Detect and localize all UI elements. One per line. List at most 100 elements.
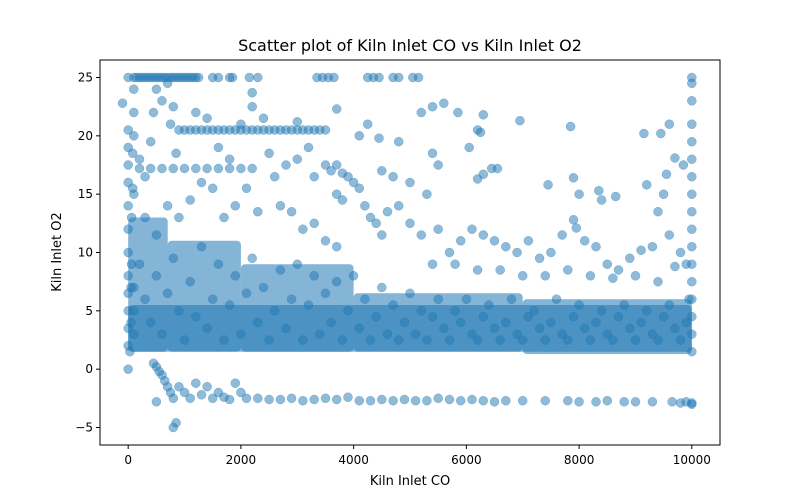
scatter-point	[422, 335, 432, 345]
scatter-point	[602, 329, 613, 339]
scatter-point	[191, 107, 201, 118]
scatter-point	[168, 393, 179, 404]
scatter-point	[123, 247, 133, 258]
scatter-point	[489, 236, 500, 246]
scatter-point	[478, 311, 489, 322]
scatter-point	[574, 189, 584, 199]
scatter-point	[664, 119, 675, 129]
scatter-point	[563, 335, 573, 345]
scatter-point	[134, 163, 145, 174]
scatter-point	[193, 72, 204, 83]
scatter-point	[275, 201, 286, 211]
scatter-point	[374, 133, 384, 143]
scatter-point	[224, 163, 235, 174]
scatter-point	[360, 294, 370, 304]
scatter-point	[433, 224, 443, 234]
scatter-point	[129, 282, 139, 293]
scatter-point	[224, 394, 235, 405]
scatter-point	[202, 163, 212, 174]
scatter-point	[275, 265, 286, 275]
scatter-point	[478, 395, 489, 406]
scatter-point	[517, 271, 528, 281]
scatter-point	[675, 247, 686, 258]
scatter-point	[591, 397, 601, 407]
scatter-point	[343, 392, 353, 402]
y-tick-label: 5	[85, 304, 93, 318]
scatter-point	[585, 335, 596, 345]
scatter-point	[185, 195, 195, 205]
scatter-point	[207, 294, 218, 304]
scatter-point	[613, 311, 624, 322]
scatter-point	[422, 395, 432, 406]
scatter-point	[546, 317, 556, 328]
scatter-point	[455, 395, 466, 406]
scatter-point	[416, 230, 427, 240]
scatter-point	[179, 163, 190, 174]
scatter-point	[596, 195, 607, 205]
scatter-point	[613, 265, 624, 275]
scatter-point	[594, 185, 604, 196]
scatter-point	[123, 160, 133, 170]
scatter-point	[641, 180, 652, 190]
scatter-point	[515, 115, 525, 126]
x-tick-label: 8000	[564, 453, 595, 467]
scatter-point	[127, 148, 138, 159]
scatter-point	[579, 323, 590, 334]
scatter-point	[140, 171, 150, 182]
scatter-point	[661, 169, 672, 180]
scatter-point	[630, 271, 641, 281]
scatter-point	[371, 311, 381, 322]
scatter-point	[610, 191, 621, 202]
scatter-point	[365, 212, 376, 223]
scatter-point	[236, 163, 246, 174]
scatter-point	[653, 335, 663, 345]
scatter-point	[602, 259, 613, 269]
scatter-point	[517, 335, 528, 345]
scatter-point	[365, 395, 376, 406]
scatter-point	[681, 259, 691, 269]
scatter-point	[467, 224, 477, 234]
scatter-point	[320, 393, 331, 404]
scatter-point	[244, 72, 255, 83]
scatter-point	[286, 206, 297, 217]
scatter-point	[224, 154, 235, 164]
scatter-point	[625, 253, 635, 264]
scatter-point	[292, 117, 303, 127]
scatter-point	[639, 128, 649, 139]
scatter-point	[501, 317, 511, 328]
scatter-point	[377, 230, 387, 240]
scatter-point	[202, 381, 212, 392]
scatter-point	[568, 173, 579, 183]
scatter-point	[619, 397, 629, 407]
scatter-point	[165, 119, 176, 129]
scatter-point	[331, 276, 342, 287]
scatter-point	[303, 142, 314, 153]
scatter-point	[377, 282, 387, 293]
scatter-point	[343, 171, 353, 182]
scatter-point	[247, 253, 257, 264]
scatter-point	[529, 306, 539, 316]
scatter-point	[174, 212, 184, 223]
scatter-point	[667, 397, 677, 407]
scatter-point	[269, 306, 280, 316]
scatter-point	[185, 276, 195, 287]
scatter-point	[478, 169, 489, 180]
scatter-point	[191, 163, 201, 174]
scatter-point	[207, 393, 218, 404]
scatter-point	[309, 394, 319, 405]
scatter-point	[551, 294, 562, 304]
scatter-point	[360, 201, 370, 211]
scatter-point	[253, 317, 263, 328]
scatter-point	[636, 317, 646, 328]
scatter-point	[625, 323, 635, 334]
scatter-point	[371, 218, 381, 229]
scatter-point	[224, 300, 235, 310]
scatter-point	[501, 395, 511, 406]
scatter-point	[191, 378, 201, 388]
scatter-point	[129, 84, 139, 94]
scatter-point	[416, 306, 427, 316]
scatter-point	[444, 335, 455, 345]
scatter-point	[675, 335, 686, 345]
scatter-point	[602, 395, 613, 406]
scatter-point	[207, 183, 218, 194]
